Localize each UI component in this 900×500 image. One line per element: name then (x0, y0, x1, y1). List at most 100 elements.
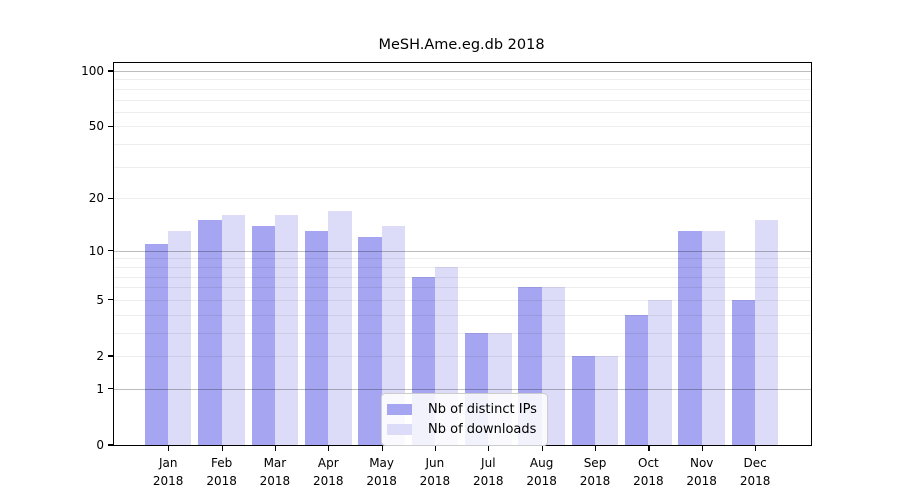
month-label: Oct (638, 456, 659, 470)
gridline-minor-80 (114, 88, 811, 90)
x-tick-may (381, 445, 383, 451)
legend-item-downloads: Nb of downloads (387, 419, 537, 439)
month-label: Dec (743, 456, 767, 470)
legend: Nb of distinct IPs Nb of downloads (381, 393, 548, 446)
year-label: 2018 (739, 474, 771, 488)
legend-swatch-distinct-ips (387, 403, 412, 415)
year-label: 2018 (579, 474, 611, 488)
bar-mar-downloads (274, 215, 299, 445)
x-tick-label-feb: Feb 2018 (192, 454, 252, 490)
gridline-major-10 (114, 250, 811, 252)
bar-sep-distinct-ips (571, 356, 595, 445)
y-tick-100 (108, 70, 114, 72)
gridline-minor-20 (114, 198, 811, 200)
gridline-minor-3 (114, 332, 811, 334)
x-tick-label-jul: Jul 2018 (458, 454, 518, 490)
gridline-minor-60 (114, 111, 811, 113)
y-tick-10 (108, 250, 114, 252)
year-label: 2018 (473, 474, 504, 488)
legend-label-downloads: Nb of downloads (428, 421, 537, 437)
month-label: Mar (263, 456, 287, 470)
bar-feb-distinct-ips (198, 220, 222, 445)
year-label: 2018 (259, 474, 291, 488)
y-tick-label-5: 5 (96, 292, 104, 307)
gridline-minor-5 (114, 299, 811, 301)
month-label: Apr (317, 456, 339, 470)
x-tick-jun (434, 445, 437, 451)
x-tick-label-may: May 2018 (352, 454, 412, 490)
month-label: Feb (210, 456, 233, 470)
bar-dec-downloads (755, 220, 779, 445)
y-tick-label-20: 20 (88, 191, 104, 206)
y-tick-5 (108, 299, 114, 301)
x-tick-sep (595, 445, 597, 451)
gridline-minor-8 (114, 266, 811, 268)
bar-oct-distinct-ips (625, 314, 649, 445)
x-tick-label-aug: Aug 2018 (512, 454, 572, 490)
bar-jan-downloads (168, 231, 192, 445)
y-tick-label-100: 100 (81, 64, 104, 78)
x-tick-apr (328, 445, 330, 451)
x-tick-mar (274, 445, 277, 451)
x-tick-label-mar: Mar 2018 (245, 454, 305, 490)
bar-nov-downloads (701, 231, 725, 445)
month-label: Aug (529, 456, 554, 470)
year-label: 2018 (152, 474, 184, 488)
gridline-minor-9 (114, 258, 811, 260)
month-label: Jul (481, 456, 496, 470)
x-tick-dec (755, 445, 757, 451)
gridline-major-1 (114, 388, 811, 390)
x-tick-aug (541, 445, 543, 451)
x-tick-label-jun: Jun 2018 (405, 454, 465, 490)
bar-sep-downloads (595, 356, 619, 445)
year-label: 2018 (633, 474, 664, 488)
month-label: Jan (158, 456, 178, 470)
month-label: Jun (425, 456, 445, 470)
year-label: 2018 (686, 474, 717, 488)
y-tick-label-1: 1 (96, 381, 104, 396)
month-label: Sep (583, 456, 607, 470)
year-label: 2018 (526, 474, 557, 488)
x-tick-label-dec: Dec 2018 (725, 454, 785, 490)
bar-apr-downloads (328, 210, 352, 445)
bar-may-distinct-ips (358, 237, 382, 445)
x-tick-label-oct: Oct 2018 (618, 454, 678, 490)
y-tick-2 (108, 355, 114, 357)
legend-label-distinct-ips: Nb of distinct IPs (428, 401, 537, 417)
gridline-minor-70 (114, 99, 811, 101)
gridline-minor-4 (114, 314, 811, 316)
gridline-minor-30 (114, 166, 811, 168)
bar-jan-distinct-ips (144, 243, 169, 445)
gridline-minor-90 (114, 79, 811, 81)
year-label: 2018 (313, 474, 344, 488)
gridline-minor-40 (114, 144, 811, 146)
plot-area: 0 1 2 5 10 20 50 100 Jan 2018 Feb 2018 Mar 2018 Apr 201… (81, 62, 812, 488)
month-label: Nov (689, 456, 714, 470)
y-tick-label-2: 2 (96, 349, 104, 363)
chart-title: MeSH.Ame.eg.db 2018 (378, 37, 545, 53)
legend-item-distinct-ips: Nb of distinct IPs (387, 399, 537, 419)
gridline-major-100 (114, 71, 811, 72)
y-tick-1 (108, 388, 114, 390)
x-tick-label-jan: Jan 2018 (138, 454, 198, 490)
gridline-minor-2 (114, 356, 811, 357)
bar-nov-distinct-ips (678, 231, 702, 445)
x-tick-nov (701, 445, 703, 451)
x-tick-jul (488, 445, 490, 451)
x-tick-oct (648, 445, 650, 451)
y-tick-50 (108, 125, 114, 127)
x-tick-jan (168, 445, 170, 451)
gridline-minor-6 (114, 287, 811, 289)
x-tick-label-nov: Nov 2018 (672, 454, 732, 490)
y-tick-label-50: 50 (88, 119, 104, 134)
y-tick-20 (108, 197, 114, 199)
y-tick-label-10: 10 (88, 243, 104, 258)
y-tick-0 (108, 444, 114, 446)
x-tick-feb (221, 445, 223, 451)
bar-oct-downloads (648, 299, 672, 445)
legend-swatch-downloads (387, 423, 412, 435)
year-label: 2018 (206, 474, 237, 488)
y-tick-label-0: 0 (96, 438, 104, 452)
bar-feb-downloads (221, 215, 245, 445)
